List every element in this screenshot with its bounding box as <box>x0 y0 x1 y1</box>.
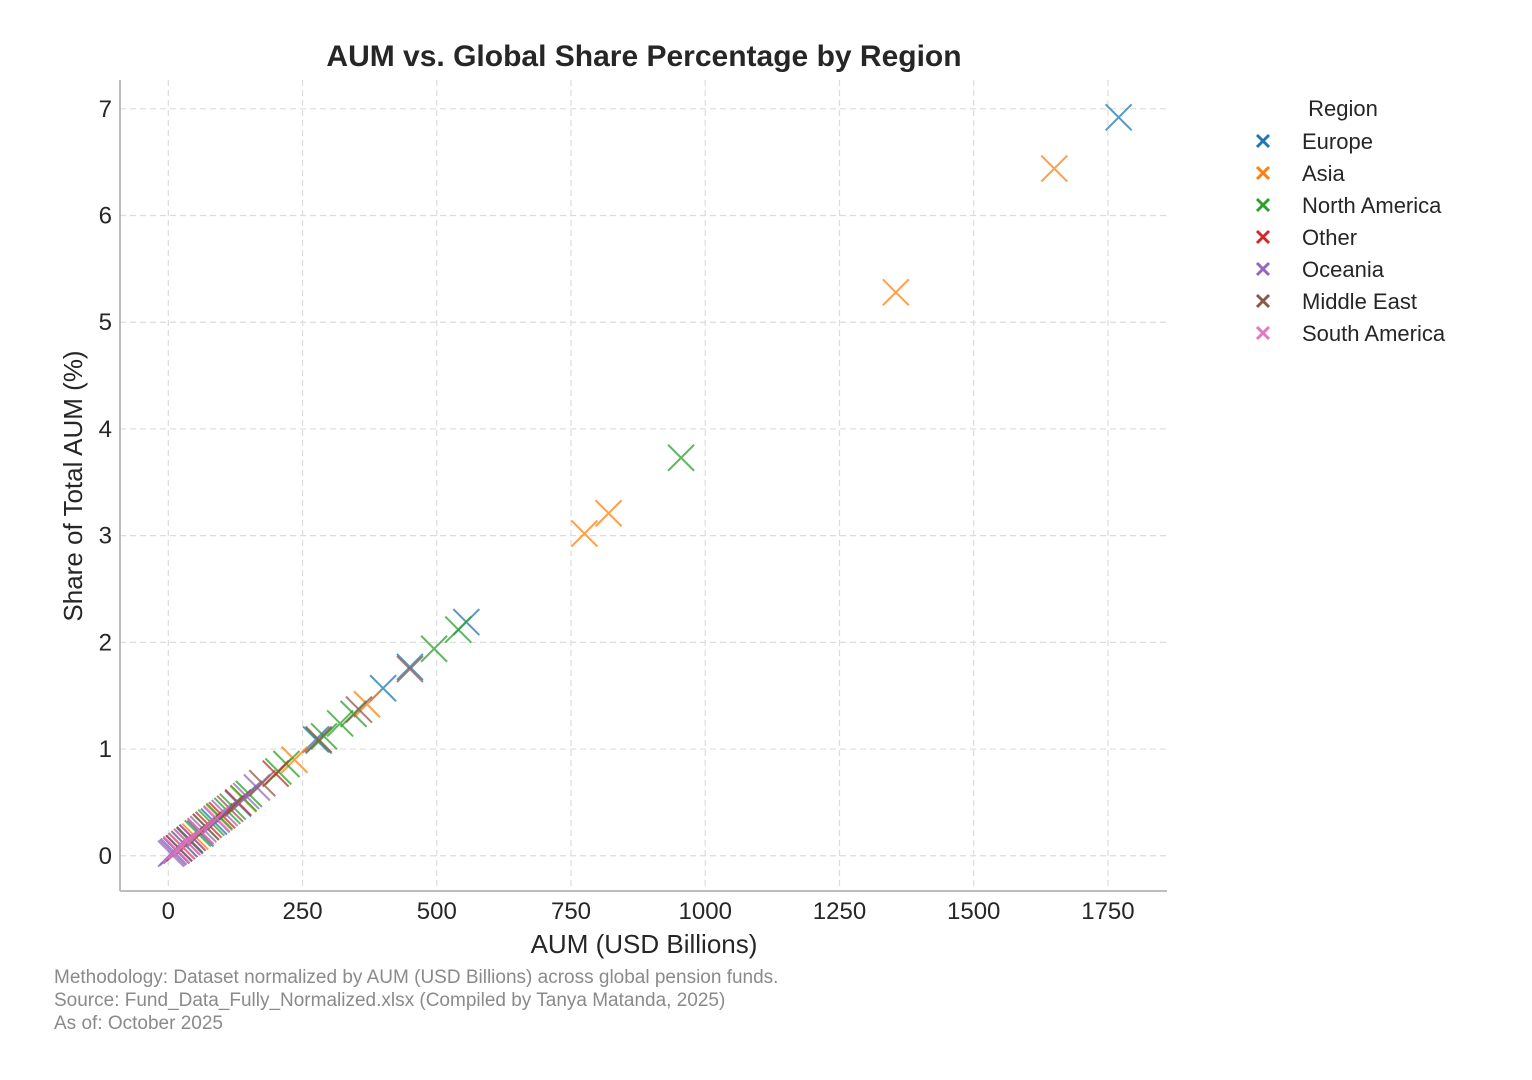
y-tick-label: 2 <box>99 629 112 656</box>
footnote-source: Source: Fund_Data_Fully_Normalized.xlsx … <box>54 990 726 1011</box>
legend-label: Middle East <box>1302 289 1417 314</box>
legend-label: Other <box>1302 225 1357 250</box>
x-tick-label: 0 <box>162 898 175 925</box>
data-point-asia <box>353 690 381 718</box>
legend-label: Asia <box>1302 161 1346 186</box>
y-tick-label: 4 <box>99 416 112 443</box>
data-point-asia <box>882 278 910 307</box>
x-tick-label: 1000 <box>679 898 732 925</box>
legend-marker-middle-east <box>1255 293 1271 309</box>
legend-marker-north-america <box>1255 197 1271 213</box>
data-point-north-america <box>326 709 354 738</box>
data-point-asia <box>570 519 599 548</box>
x-axis-ticks: 0 250 500 750 1000 1250 1500 1750 <box>162 898 1135 925</box>
grid-lines <box>120 80 1167 891</box>
data-point-oceania <box>232 782 260 810</box>
legend-marker-asia <box>1255 165 1271 181</box>
y-tick-label: 5 <box>99 309 112 336</box>
data-point-asia <box>280 746 309 774</box>
data-point-south-america <box>162 835 191 864</box>
x-tick-label: 1750 <box>1081 898 1134 925</box>
x-tick-label: 750 <box>551 898 591 925</box>
data-point-asia <box>1040 154 1068 183</box>
footnote: Methodology: Dataset normalized by AUM (… <box>54 966 778 1035</box>
x-axis-label: AUM (USD Billions) <box>531 929 758 959</box>
legend-title: Region <box>1308 96 1378 121</box>
axes <box>119 80 1167 892</box>
data-point-other <box>224 788 252 817</box>
y-tick-label: 0 <box>99 843 112 870</box>
data-point-other <box>262 759 290 788</box>
y-axis-label: Share of Total AUM (%) <box>58 350 88 621</box>
data-point-middle-east <box>304 725 333 754</box>
y-tick-label: 7 <box>99 96 112 123</box>
x-tick-label: 1500 <box>947 898 1000 925</box>
data-point-north-america <box>420 635 448 663</box>
data-point-north-america <box>667 444 695 472</box>
data-point-north-america <box>444 615 472 644</box>
data-point-middle-east <box>248 769 276 797</box>
data-point-middle-east <box>396 655 424 683</box>
footnote-as-of: As of: October 2025 <box>54 1013 223 1034</box>
legend-label: Oceania <box>1302 257 1385 282</box>
x-tick-label: 1250 <box>813 898 866 925</box>
data-point-south-america <box>168 832 196 860</box>
footnote-methodology: Methodology: Dataset normalized by AUM (… <box>54 967 779 988</box>
legend: Region Europe Asia North America Other Ocean… <box>1255 96 1446 346</box>
data-point-south-america <box>202 804 231 833</box>
y-tick-label: 1 <box>99 736 112 763</box>
legend-label: South America <box>1302 321 1446 346</box>
legend-label: Europe <box>1302 129 1373 154</box>
data-point-asia <box>594 499 623 527</box>
data-point-europe <box>396 653 424 681</box>
y-axis-ticks: 0 1 2 3 4 5 6 7 <box>99 96 112 870</box>
data-point-middle-east <box>345 695 373 724</box>
legend-marker-europe <box>1255 133 1271 149</box>
x-tick-label: 500 <box>417 898 457 925</box>
data-point-middle-east <box>216 795 244 823</box>
legend-marker-other <box>1255 229 1271 245</box>
chart-title: AUM vs. Global Share Percentage by Regio… <box>326 40 961 73</box>
legend-marker-south-america <box>1255 325 1271 341</box>
legend-marker-oceania <box>1255 261 1271 277</box>
data-point-europe <box>1104 103 1133 132</box>
legend-label: North America <box>1302 193 1442 218</box>
y-tick-label: 3 <box>99 523 112 550</box>
x-tick-label: 250 <box>283 898 323 925</box>
data-point-south-america <box>186 817 215 845</box>
data-points <box>157 103 1133 868</box>
y-tick-label: 6 <box>99 203 112 230</box>
